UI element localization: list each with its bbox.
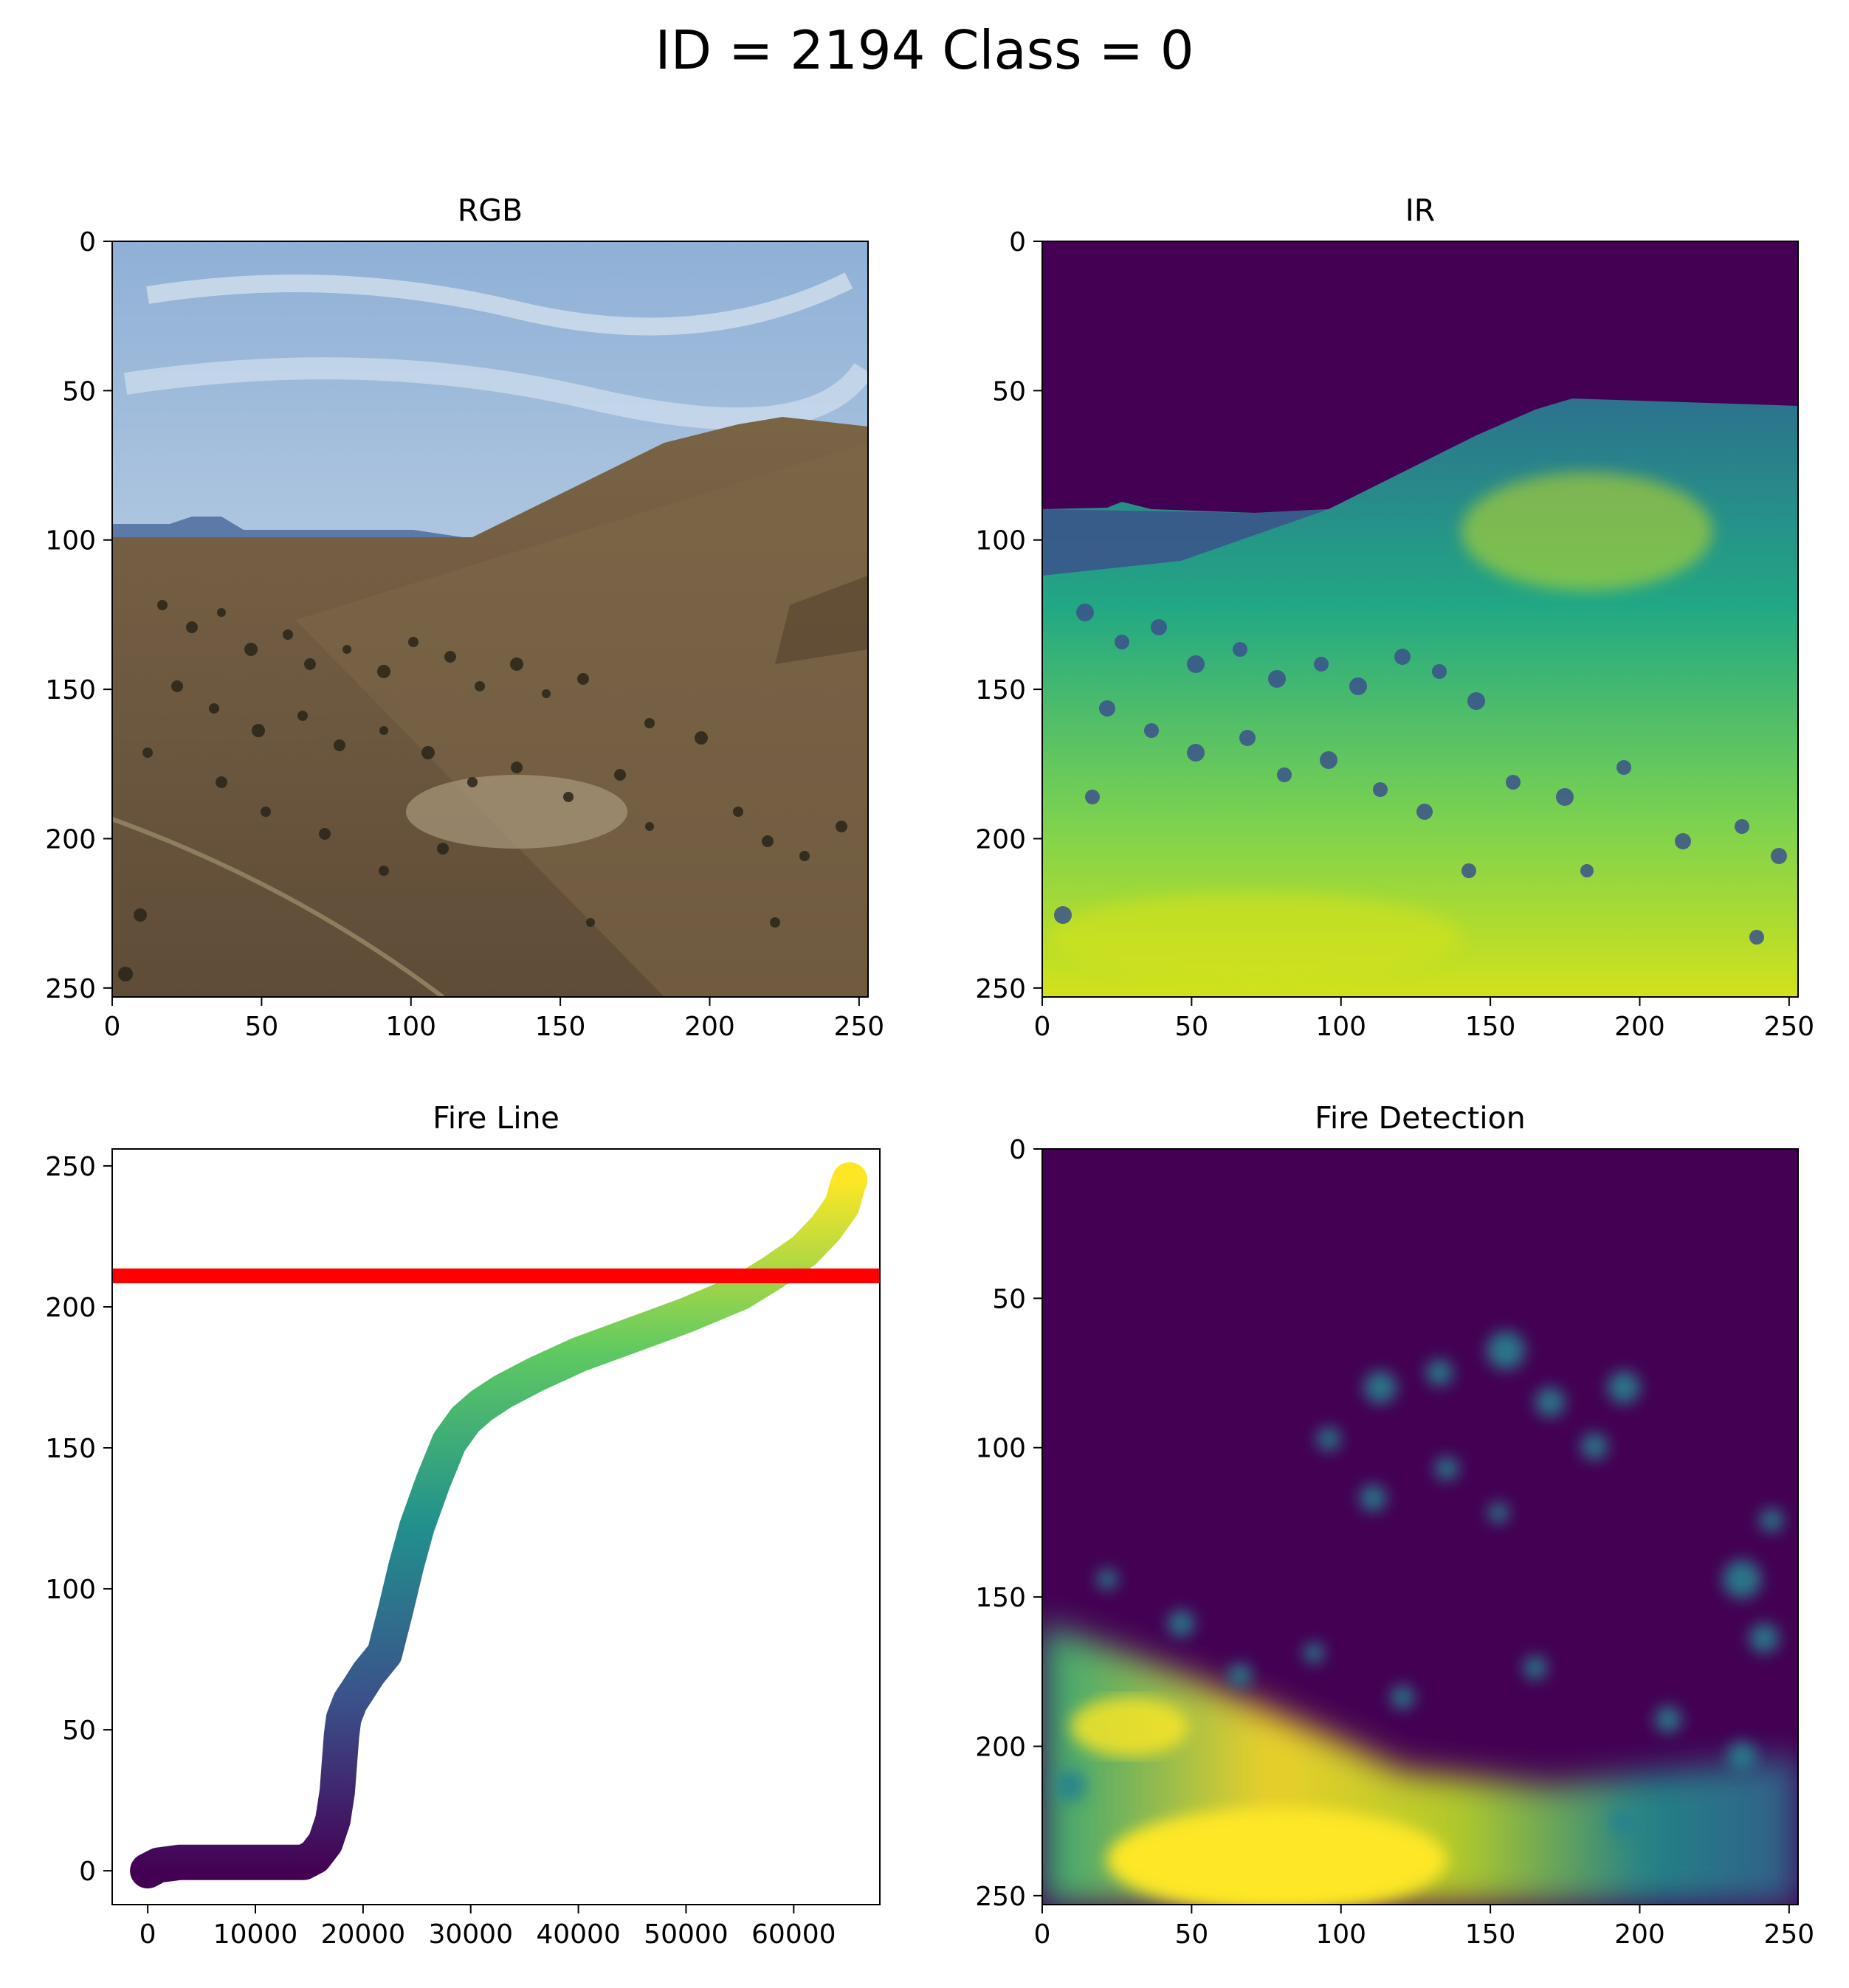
x-tick-label: 20000: [321, 1919, 406, 1950]
y-tick-label: 150: [45, 1434, 96, 1464]
axis-ticks: 0 50 100 150 200 250 0 50 100 150 200 250 0 50 100 150 2…: [45, 227, 1814, 1950]
ir-image: [1042, 241, 1798, 997]
y-tick-label: 50: [992, 1284, 1026, 1314]
rgb-axes-frame: [111, 241, 869, 998]
y-tick-label: 100: [975, 1434, 1026, 1464]
x-tick-label: 200: [684, 1012, 735, 1042]
x-tick-label: 200: [1614, 1012, 1665, 1042]
y-tick-label: 0: [1009, 227, 1026, 258]
x-tick-label: 100: [1315, 1012, 1366, 1042]
x-tick-label: 30000: [428, 1919, 513, 1950]
x-tick-label: 50: [1174, 1012, 1208, 1042]
x-tick-label: 250: [1763, 1919, 1814, 1950]
rgb-panel-title: RGB: [457, 193, 523, 228]
ir-panel-title: IR: [1405, 193, 1436, 228]
x-tick-label: 100: [385, 1012, 436, 1042]
x-tick-label: 250: [1763, 1012, 1814, 1042]
y-tick-label: 50: [992, 376, 1026, 407]
x-tick-label: 100: [1315, 1919, 1366, 1950]
y-tick-label: 150: [975, 1583, 1026, 1613]
x-tick-label: 10000: [213, 1919, 298, 1950]
y-tick-label: 250: [45, 1152, 96, 1182]
x-tick-label: 0: [1034, 1012, 1051, 1042]
x-tick-label: 150: [535, 1012, 586, 1042]
y-tick-label: 100: [975, 526, 1026, 556]
x-tick-label: 60000: [751, 1919, 836, 1950]
x-tick-label: 0: [1034, 1919, 1051, 1950]
rgb-image: [112, 241, 868, 997]
y-tick-label: 100: [45, 1575, 96, 1605]
y-tick-label: 150: [975, 675, 1026, 705]
x-tick-label: 50: [244, 1012, 278, 1042]
y-tick-label: 200: [45, 1293, 96, 1323]
y-tick-label: 200: [975, 824, 1026, 855]
y-tick-label: 250: [975, 974, 1026, 1004]
figure-suptitle: ID = 2194 Class = 0: [655, 19, 1194, 81]
y-tick-label: 200: [975, 1732, 1026, 1762]
fire-line-plot: [112, 1149, 880, 1905]
x-tick-label: 250: [833, 1012, 884, 1042]
x-tick-label: 50000: [644, 1919, 729, 1950]
x-tick-label: 0: [104, 1012, 121, 1042]
y-tick-label: 0: [1009, 1135, 1026, 1165]
y-tick-label: 250: [975, 1882, 1026, 1912]
y-tick-label: 50: [62, 376, 96, 407]
y-tick-label: 250: [45, 974, 96, 1004]
fire-detection-image: [1042, 1149, 1798, 1905]
x-tick-label: 40000: [536, 1919, 621, 1950]
ir-axes-frame: [1041, 241, 1799, 998]
x-tick-label: 150: [1465, 1919, 1516, 1950]
y-tick-label: 150: [45, 675, 96, 705]
y-tick-label: 0: [79, 227, 96, 258]
fire-line-series: [130, 1162, 868, 1889]
y-tick-label: 50: [62, 1716, 96, 1746]
x-tick-label: 50: [1174, 1919, 1208, 1950]
x-tick-label: 150: [1465, 1012, 1516, 1042]
y-tick-label: 200: [45, 824, 96, 855]
x-tick-label: 200: [1614, 1919, 1665, 1950]
fire-line-panel-title: Fire Line: [433, 1100, 559, 1136]
x-tick-label: 0: [140, 1919, 156, 1950]
y-tick-label: 0: [79, 1857, 96, 1887]
fire-detection-panel-title: Fire Detection: [1315, 1100, 1526, 1136]
y-tick-label: 100: [45, 526, 96, 556]
fire-detection-axes-frame: [1041, 1148, 1799, 1905]
fire-line-axes-frame: [111, 1148, 881, 1905]
